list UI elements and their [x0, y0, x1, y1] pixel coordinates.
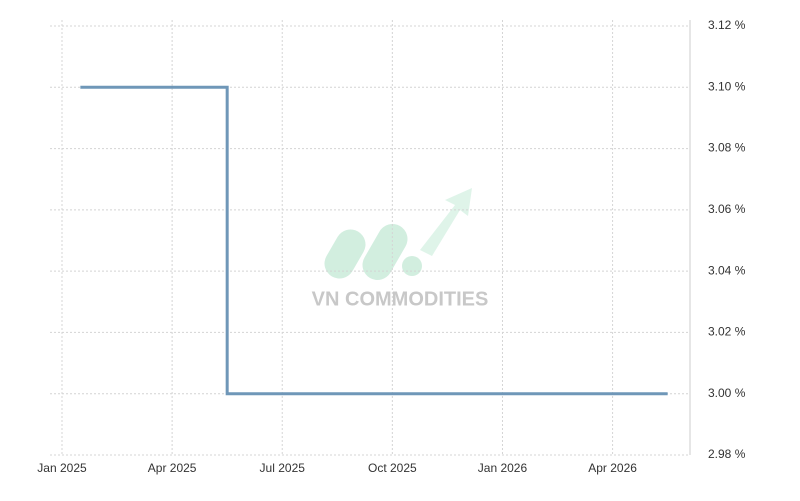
x-tick-label: Jul 2025 — [260, 461, 306, 475]
y-tick-label: 3.12 % — [708, 18, 746, 32]
y-tick-label: 3.02 % — [708, 325, 746, 339]
y-tick-label: 3.10 % — [708, 79, 746, 93]
watermark: VN COMMODITIES — [312, 288, 489, 310]
data-line — [80, 85, 668, 396]
x-tick-label: Jan 2025 — [37, 461, 87, 475]
y-tick-label: 3.06 % — [708, 202, 746, 216]
watermark-logo — [324, 188, 472, 280]
y-tick-label: 3.04 % — [708, 263, 746, 277]
y-tick-label: 3.00 % — [708, 386, 746, 400]
x-tick-label: Apr 2026 — [588, 461, 637, 475]
x-tick-label: Apr 2025 — [148, 461, 197, 475]
x-tick-label: Jan 2026 — [478, 461, 528, 475]
y-tick-label: 3.08 % — [708, 141, 746, 155]
y-tick-label: 2.98 % — [708, 447, 746, 461]
x-tick-label: Oct 2025 — [368, 461, 417, 475]
